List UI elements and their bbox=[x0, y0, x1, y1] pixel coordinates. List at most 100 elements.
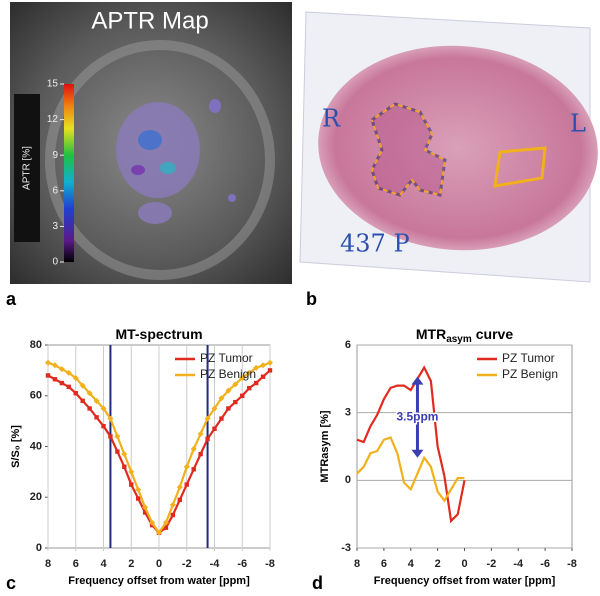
data-point bbox=[260, 374, 266, 379]
y-tick-label: 3 bbox=[345, 407, 351, 419]
mri-title: APTR Map bbox=[91, 7, 208, 34]
data-point bbox=[128, 468, 135, 475]
data-point bbox=[94, 415, 99, 420]
y-tick-label: 6 bbox=[345, 339, 351, 351]
data-point bbox=[45, 373, 51, 378]
x-tick-label: 4 bbox=[408, 558, 415, 570]
data-point bbox=[114, 433, 121, 440]
colorbar-tick-label: 12 bbox=[47, 114, 59, 125]
y-tick-label: 80 bbox=[30, 339, 42, 351]
data-point bbox=[198, 451, 203, 457]
data-point bbox=[59, 380, 65, 386]
data-point bbox=[267, 368, 273, 373]
y-tick-label: 60 bbox=[30, 390, 42, 402]
data-point bbox=[135, 486, 142, 493]
colorbar-tick-label: 15 bbox=[47, 79, 59, 90]
x-tick-label: -2 bbox=[486, 558, 496, 570]
x-axis-label: Frequency offset from water [ppm] bbox=[374, 575, 556, 587]
data-point bbox=[204, 415, 211, 422]
data-point bbox=[65, 369, 72, 376]
x-tick-label: -8 bbox=[265, 558, 275, 570]
data-point bbox=[142, 510, 148, 515]
data-point bbox=[163, 525, 169, 530]
x-tick-label: 8 bbox=[45, 558, 51, 570]
sample-id: 437 P bbox=[340, 230, 410, 258]
label-r: R bbox=[322, 105, 341, 133]
annotation-label: 3.5ppm bbox=[396, 409, 438, 423]
data-point bbox=[169, 501, 176, 508]
data-point bbox=[149, 519, 156, 526]
mri-panel: APTR [%] APTR Map bbox=[10, 2, 292, 284]
data-point bbox=[246, 385, 252, 391]
aptr-overlay bbox=[116, 102, 200, 198]
x-tick-label: 2 bbox=[435, 558, 441, 570]
data-point bbox=[51, 362, 58, 369]
data-point bbox=[267, 359, 273, 366]
x-tick-label: 6 bbox=[73, 558, 79, 570]
data-point bbox=[240, 393, 245, 398]
data-point bbox=[73, 391, 78, 396]
panel-label: a bbox=[6, 289, 17, 309]
y-tick-label: 40 bbox=[30, 440, 42, 452]
data-point bbox=[211, 405, 218, 412]
data-point bbox=[86, 390, 93, 397]
x-tick-label: 6 bbox=[381, 558, 387, 570]
y-tick-label: -3 bbox=[341, 542, 351, 554]
x-tick-label: -8 bbox=[567, 558, 577, 570]
y-tick-label: 0 bbox=[345, 474, 351, 486]
colorbar-tick-label: 0 bbox=[52, 257, 58, 268]
data-point bbox=[100, 405, 107, 412]
arrow-head bbox=[411, 449, 424, 458]
data-point bbox=[87, 406, 92, 411]
x-tick-label: -6 bbox=[540, 558, 550, 570]
data-point bbox=[122, 464, 127, 469]
data-point bbox=[260, 362, 267, 369]
data-point bbox=[233, 399, 238, 405]
plot-area bbox=[356, 344, 573, 549]
data-point bbox=[191, 467, 196, 472]
data-point bbox=[108, 434, 113, 439]
panel-label: b bbox=[306, 289, 317, 309]
label-l: L bbox=[570, 110, 586, 138]
data-point bbox=[121, 451, 128, 458]
data-point bbox=[101, 424, 106, 429]
colorbar-tick-label: 3 bbox=[52, 221, 58, 232]
colorbar-tick-label: 9 bbox=[52, 150, 58, 161]
x-tick-label: 0 bbox=[156, 558, 162, 570]
x-tick-label: -4 bbox=[210, 558, 221, 570]
data-point bbox=[80, 398, 85, 404]
series-line bbox=[356, 365, 466, 524]
data-point bbox=[135, 496, 141, 501]
histology-panel: R L 437 P bbox=[299, 0, 598, 285]
x-tick-label: 8 bbox=[354, 558, 360, 570]
chart-title: MT-spectrum bbox=[115, 326, 202, 342]
data-point bbox=[183, 463, 190, 470]
colorbar-tick-label: 6 bbox=[52, 185, 58, 196]
data-point bbox=[225, 387, 232, 394]
data-point bbox=[66, 384, 72, 390]
data-point bbox=[79, 382, 86, 389]
data-point bbox=[142, 504, 149, 511]
data-point bbox=[219, 416, 224, 421]
data-point bbox=[253, 380, 259, 386]
colorbar-label-box bbox=[14, 94, 40, 242]
colorbar bbox=[64, 84, 74, 262]
data-point bbox=[226, 406, 231, 411]
legend-label: PZ Tumor bbox=[200, 351, 253, 365]
data-point bbox=[218, 395, 225, 402]
x-tick-label: -4 bbox=[513, 558, 524, 570]
data-point bbox=[184, 482, 189, 487]
data-point bbox=[232, 381, 239, 388]
data-point bbox=[177, 497, 183, 502]
panel-label: d bbox=[312, 573, 323, 593]
data-point bbox=[253, 364, 260, 371]
y-axis-label: S/S₀ [%] bbox=[10, 425, 22, 468]
data-point bbox=[72, 374, 79, 381]
x-tick-label: 2 bbox=[128, 558, 134, 570]
data-point bbox=[58, 366, 65, 373]
data-point bbox=[107, 415, 114, 422]
data-point bbox=[162, 519, 169, 526]
series-line bbox=[356, 436, 465, 503]
chart-title-part: curve bbox=[476, 326, 514, 342]
